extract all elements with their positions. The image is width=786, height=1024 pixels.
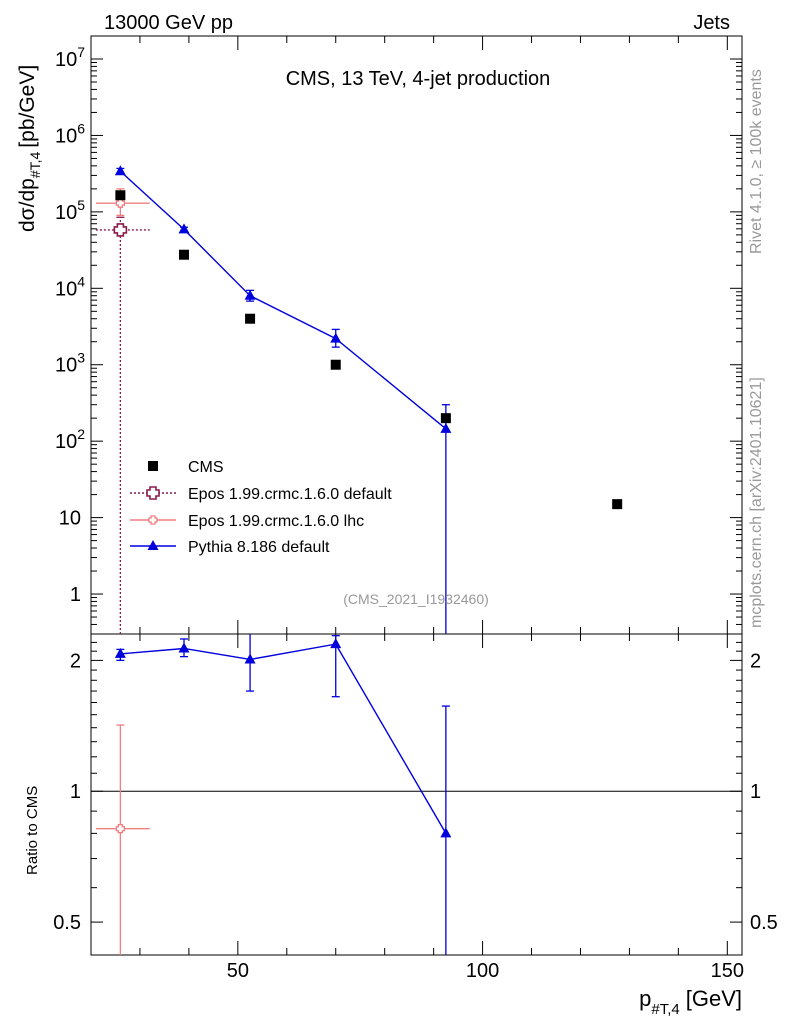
header-left-text: 13000 GeV pp	[104, 12, 233, 34]
ratio-pythia-point	[178, 642, 190, 653]
header-right-text: Jets	[693, 12, 730, 34]
main-y-tick-label: 10	[59, 508, 81, 530]
chart-title: CMS, 13 TeV, 4-jet production	[286, 68, 551, 90]
main-pythia-line	[119, 170, 447, 430]
tick-base: 10	[55, 278, 77, 300]
ratio-y-tick-label-right: 0.5	[750, 912, 778, 934]
legend-cms-marker	[148, 461, 158, 471]
tick-base: 10	[55, 49, 77, 71]
main-cms-point	[612, 499, 623, 510]
main-y-tick-label: 103	[55, 350, 85, 377]
tick-base: 10	[55, 125, 77, 147]
tick-exponent: 7	[77, 44, 85, 60]
tick-exponent: 6	[77, 120, 85, 136]
main-y-tick-label: 1	[70, 584, 81, 606]
tick-base: 10	[55, 431, 77, 453]
mcplots-label: mcplots.cern.ch [arXiv:2401.10621]	[748, 377, 765, 628]
y-axis-label-sub: #T,4	[27, 151, 43, 178]
tick-base: 10	[55, 355, 77, 377]
main-cms-point	[179, 249, 189, 260]
main-y-tick-label: 105	[55, 197, 85, 224]
tick-exponent: 3	[77, 350, 85, 366]
legend-entry-epos-default: Epos 1.99.crmc.1.6.0 default	[130, 486, 392, 503]
tick-exponent: 4	[77, 273, 85, 289]
ratio-data-marks	[95, 634, 452, 955]
ratio-y-tick-label-right: 1	[750, 781, 761, 803]
x-axis-label-main: p	[639, 986, 651, 1011]
x-tick-label: 100	[466, 960, 499, 982]
x-tick-label: 150	[711, 960, 744, 982]
main-epos_default-point	[113, 223, 128, 237]
ratio-plot-frame	[90, 633, 743, 956]
x-axis-label: p#T,4 [GeV]	[639, 986, 742, 1018]
tick-exponent: 5	[77, 197, 85, 213]
main-y-tick-label: 102	[55, 426, 85, 453]
ratio-pythia-point	[114, 647, 126, 658]
legend-cms-label: CMS	[188, 459, 224, 476]
main-pythia-point	[330, 332, 342, 343]
legend-epos-default-marker	[146, 486, 160, 500]
main-cms-point	[245, 313, 256, 324]
rivet-version-label: Rivet 4.1.0, ≥ 100k events	[748, 69, 765, 254]
legend: CMS Epos 1.99.crmc.1.6.0 default Epos 1.…	[130, 459, 392, 556]
main-y-tick-label: 106	[55, 120, 85, 147]
main-epos_lhc-point	[115, 198, 126, 208]
y-axis-label-main: dσ/dp	[16, 178, 39, 232]
ratio-epos_lhc-point	[115, 824, 126, 834]
main-y-axis-label: dσ/dp#T,4 [pb/GeV]	[16, 65, 43, 232]
tick-base: 10	[55, 202, 77, 224]
y-axis-label-unit: [pb/GeV]	[16, 65, 39, 148]
legend-epos-lhc-label: Epos 1.99.crmc.1.6.0 lhc	[188, 513, 364, 530]
ratio-y-tick-label: 2	[70, 650, 81, 672]
ratio-y-tick-label: 0.5	[53, 912, 81, 934]
ratio-y-tick-label: 1	[70, 781, 81, 803]
ratio-y-tick-label-right: 2	[750, 650, 761, 672]
analysis-watermark: (CMS_2021_I1932460)	[343, 591, 489, 607]
ratio-axis-ticks: 50 100 150 0.5 0.5 1 1 2 2	[53, 633, 778, 982]
tick-exponent: 2	[77, 426, 85, 442]
legend-epos-default-label: Epos 1.99.crmc.1.6.0 default	[188, 486, 392, 503]
main-y-tick-label: 104	[55, 273, 85, 300]
main-cms-point	[330, 359, 341, 370]
x-tick-label: 50	[227, 960, 249, 982]
legend-pythia-marker	[147, 540, 159, 550]
ratio-y-axis-label: Ratio to CMS	[24, 786, 41, 875]
x-axis-label-sub: #T,4	[651, 1001, 679, 1018]
main-pythia-point	[178, 223, 190, 234]
legend-entry-cms: CMS	[148, 459, 224, 476]
legend-pythia-label: Pythia 8.186 default	[188, 539, 330, 556]
ratio-pythia-point	[244, 653, 256, 664]
main-y-tick-label: 107	[55, 44, 85, 71]
ratio-pythia-point	[330, 638, 342, 649]
ratio-pythia-point	[440, 827, 452, 838]
main-data-marks	[95, 165, 623, 634]
main-pythia-point	[440, 422, 452, 433]
legend-entry-pythia: Pythia 8.186 default	[130, 539, 330, 556]
main-cms-point	[440, 413, 451, 424]
main-pythia-point	[244, 289, 256, 300]
x-axis-label-unit: [GeV]	[686, 986, 742, 1011]
legend-entry-epos-lhc: Epos 1.99.crmc.1.6.0 lhc	[130, 513, 364, 530]
main-cms-point	[115, 190, 126, 201]
ratio-pythia-line	[120, 643, 447, 834]
legend-epos-lhc-marker	[148, 515, 158, 525]
main-pythia-point	[114, 165, 126, 176]
